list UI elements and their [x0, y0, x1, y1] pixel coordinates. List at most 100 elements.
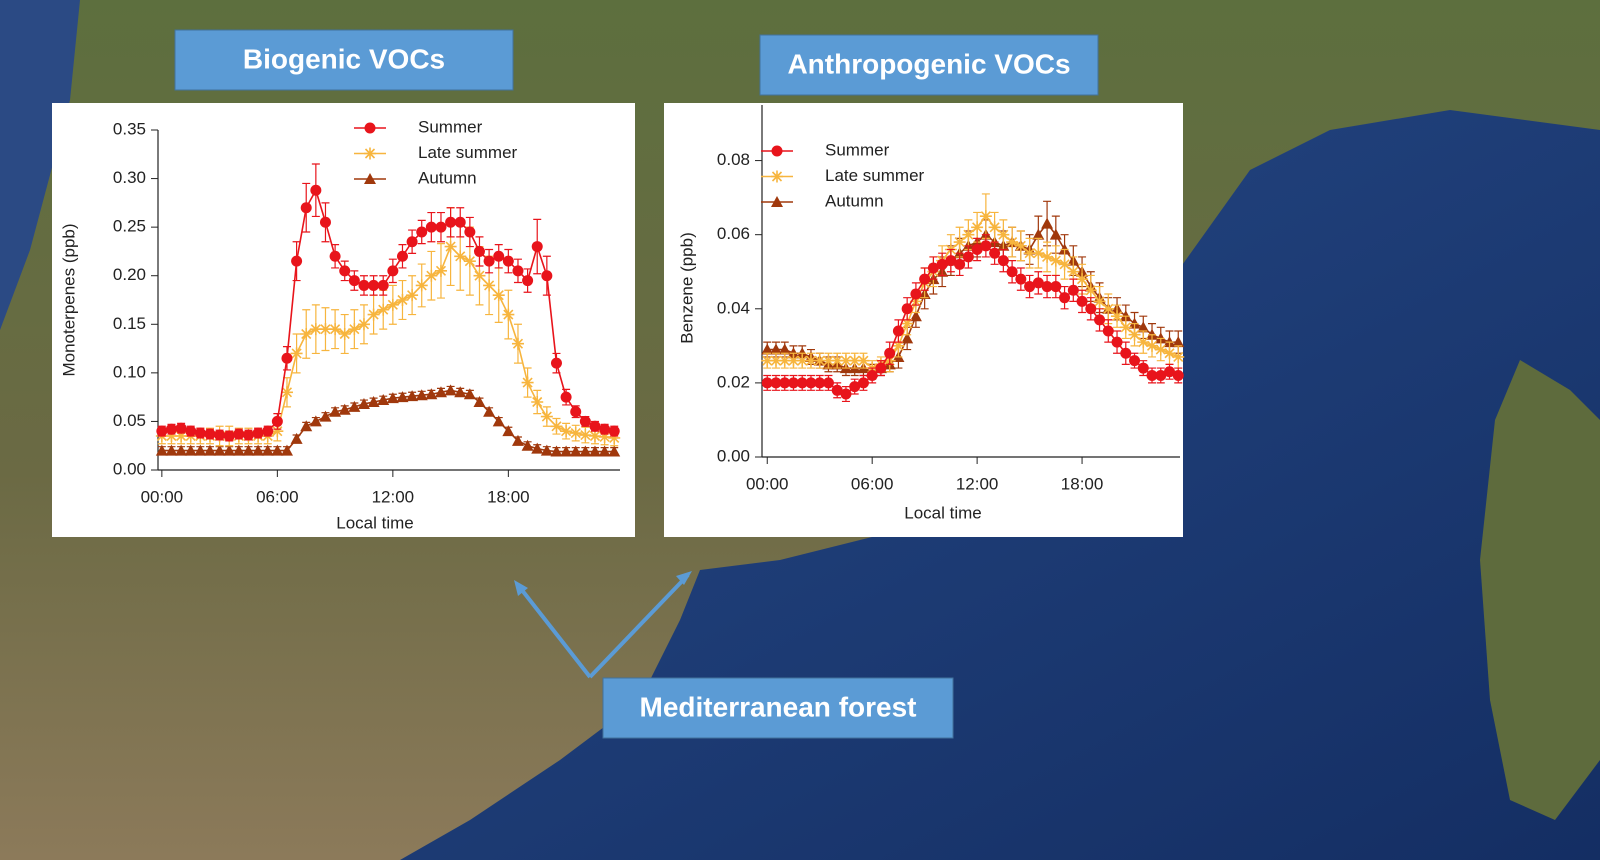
marker	[769, 343, 782, 355]
marker	[175, 430, 188, 442]
marker	[175, 422, 187, 434]
marker	[579, 415, 591, 427]
marker	[300, 328, 313, 340]
y-tick-label: 0.10	[113, 362, 146, 381]
marker	[357, 318, 370, 331]
marker	[550, 420, 563, 433]
marker	[1155, 369, 1167, 381]
marker	[761, 354, 774, 367]
marker	[997, 228, 1010, 241]
marker	[396, 391, 409, 403]
y-tick-label: 0.06	[717, 224, 750, 243]
marker	[945, 255, 957, 267]
marker	[232, 444, 245, 456]
marker	[1058, 258, 1071, 271]
marker	[203, 444, 216, 456]
marker	[787, 354, 800, 367]
marker	[502, 425, 515, 437]
marker	[1154, 343, 1167, 356]
marker	[280, 444, 293, 456]
marker	[339, 265, 351, 277]
x-tick-label: 18:00	[487, 487, 530, 506]
corsica	[1480, 360, 1600, 820]
x-axis-label: Local time	[904, 503, 981, 522]
marker	[804, 354, 817, 367]
marker	[971, 244, 983, 256]
marker	[901, 332, 914, 344]
marker	[1137, 336, 1150, 349]
marker	[1041, 217, 1054, 229]
y-tick-label: 0.00	[717, 446, 750, 465]
marker	[1102, 325, 1114, 337]
marker	[329, 323, 342, 336]
marker	[927, 262, 939, 274]
x-tick-label: 18:00	[1061, 474, 1104, 493]
marker	[454, 216, 466, 228]
marker	[796, 354, 809, 367]
title-box	[174, 29, 514, 91]
marker	[511, 337, 524, 350]
marker	[1032, 228, 1045, 240]
marker	[599, 423, 611, 435]
marker	[521, 376, 534, 389]
marker	[954, 258, 966, 270]
marker	[962, 251, 974, 263]
x-tick-label: 06:00	[851, 474, 894, 493]
marker	[588, 430, 601, 442]
marker	[493, 250, 505, 262]
marker	[608, 425, 620, 437]
marker	[309, 323, 322, 336]
marker	[822, 354, 835, 367]
marker	[434, 264, 447, 277]
arrow	[588, 573, 690, 679]
marker	[1067, 265, 1080, 278]
legend-label: Autumn	[418, 168, 477, 187]
marker	[445, 216, 457, 228]
marker	[1111, 310, 1124, 323]
marker	[771, 170, 783, 183]
marker	[910, 288, 922, 300]
marker	[213, 444, 226, 456]
marker	[368, 279, 380, 291]
marker	[319, 216, 331, 228]
legend-label: Summer	[418, 117, 483, 136]
marker	[377, 279, 389, 291]
y-tick-label: 0.15	[113, 314, 146, 333]
marker	[502, 255, 514, 267]
marker	[771, 145, 783, 157]
marker	[300, 420, 313, 432]
marker	[1015, 273, 1027, 285]
marker	[194, 427, 206, 439]
y-axis-label: Benzene (ppb)	[677, 232, 696, 344]
marker	[387, 265, 399, 277]
marker	[936, 258, 948, 270]
y-tick-label: 0.04	[717, 298, 750, 317]
marker	[310, 184, 322, 196]
marker	[1067, 284, 1079, 296]
x-tick-label: 06:00	[256, 487, 299, 506]
marker	[406, 390, 419, 402]
marker	[839, 354, 852, 367]
marker	[1023, 247, 1036, 260]
marker	[1049, 254, 1062, 267]
marker	[175, 444, 188, 456]
marker	[579, 445, 592, 457]
marker	[1172, 369, 1184, 381]
marker	[290, 347, 303, 360]
marker	[531, 396, 544, 408]
marker	[463, 388, 476, 400]
marker	[233, 428, 245, 440]
x-tick-label: 00:00	[141, 487, 184, 506]
marker	[569, 427, 582, 440]
marker	[1041, 250, 1054, 263]
x-axis-label: Local time	[336, 513, 413, 532]
marker	[848, 354, 861, 367]
marker	[483, 255, 495, 267]
marker	[435, 221, 447, 233]
marker	[425, 269, 438, 282]
marker	[598, 445, 611, 457]
marker	[1006, 266, 1018, 278]
marker	[223, 430, 235, 442]
marker	[866, 369, 878, 381]
marker	[892, 339, 905, 352]
